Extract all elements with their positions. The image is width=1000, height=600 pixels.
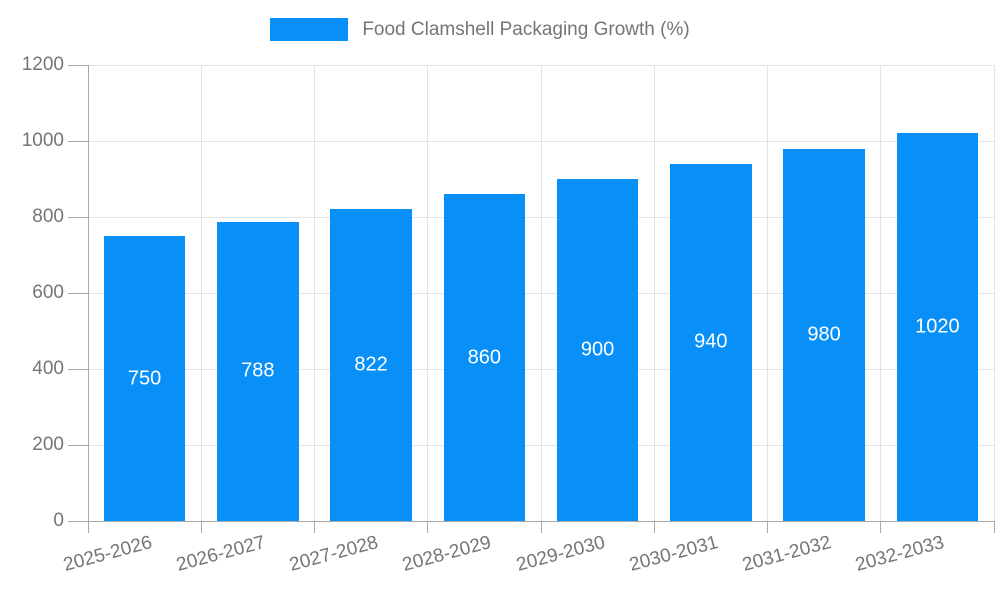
y-axis-label: 400 (32, 358, 64, 379)
x-axis-label: 2032-2033 (853, 532, 947, 576)
x-tick-mark (200, 521, 202, 533)
bar-value-label: 860 (467, 346, 502, 369)
bar[interactable] (670, 163, 752, 521)
x-axis-label: 2030-2031 (627, 532, 721, 576)
x-axis-line (68, 520, 994, 522)
gridline-vertical (767, 65, 768, 521)
bar[interactable] (217, 221, 299, 521)
bar-value-label: 940 (694, 330, 728, 353)
bar[interactable] (103, 236, 186, 521)
gridline-vertical (880, 65, 882, 521)
x-tick-mark (653, 521, 655, 533)
bar[interactable] (443, 194, 526, 521)
bar[interactable] (783, 148, 865, 521)
x-axis-label: 2031-2032 (740, 532, 834, 576)
y-axis-label: 600 (32, 282, 64, 303)
y-tick-mark (68, 444, 88, 446)
bar-value-label: 1020 (915, 315, 960, 338)
x-axis-label: 2027-2028 (287, 532, 381, 576)
x-axis-label: 2028-2029 (400, 532, 494, 576)
x-tick-mark (540, 521, 542, 533)
gridline-vertical (993, 65, 995, 521)
y-tick-mark (68, 140, 88, 142)
gridline-vertical (314, 65, 315, 521)
bar-value-label: 750 (127, 367, 162, 389)
gridline-vertical (653, 65, 655, 521)
legend-label: Food Clamshell Packaging Growth (%) (362, 18, 690, 40)
y-tick-mark (68, 216, 88, 218)
x-axis-label: 2029-2030 (513, 532, 608, 576)
y-axis-label: 800 (32, 206, 64, 227)
legend[interactable]: Food Clamshell Packaging Growth (%) (0, 18, 960, 41)
gridline-vertical (540, 65, 542, 521)
y-axis-label: 200 (32, 434, 64, 455)
x-tick-mark (767, 521, 768, 533)
x-tick-mark (993, 521, 995, 533)
bar[interactable] (330, 208, 412, 521)
y-axis-line (87, 65, 89, 533)
y-axis-label: 0 (53, 510, 64, 531)
bar[interactable] (896, 133, 979, 521)
x-tick-mark (880, 521, 882, 533)
y-tick-mark (68, 368, 88, 370)
y-tick-mark (68, 64, 88, 66)
x-axis-label: 2026-2027 (174, 532, 268, 576)
legend-swatch (270, 18, 349, 41)
x-tick-mark (427, 521, 429, 533)
bar-value-label: 980 (807, 323, 841, 346)
x-axis-label: 2025-2026 (60, 532, 155, 576)
y-axis-label: 1200 (21, 54, 64, 75)
gridline-vertical (427, 65, 429, 521)
y-tick-mark (68, 292, 88, 294)
bar-value-label: 822 (354, 353, 388, 376)
bar[interactable] (556, 179, 639, 521)
x-tick-mark (314, 521, 315, 533)
y-axis-label: 1000 (21, 130, 64, 151)
bar-value-label: 788 (241, 359, 275, 382)
gridline-vertical (200, 65, 202, 521)
bar-value-label: 900 (580, 338, 615, 361)
